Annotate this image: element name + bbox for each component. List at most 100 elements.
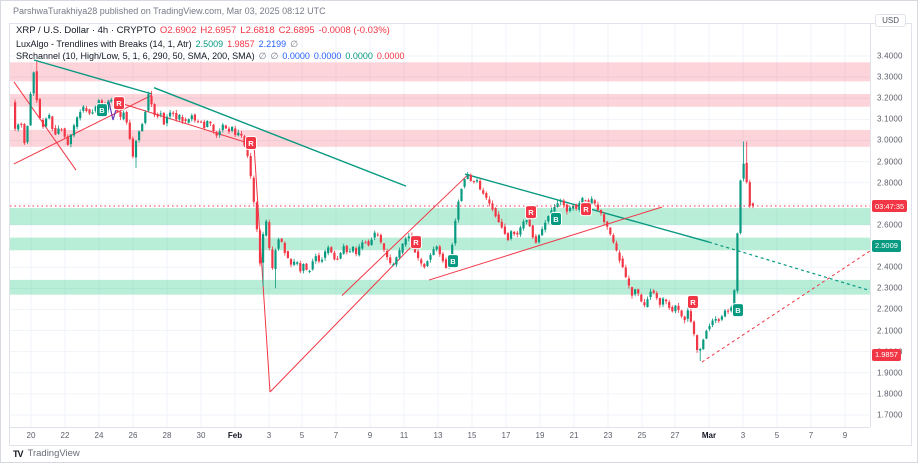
candle-body [122, 112, 125, 120]
symbol-row[interactable]: XRP / U.S. Dollar · 4h · CRYPTO O2.6902 H2… [16, 25, 404, 38]
time-tick: 17 [501, 431, 511, 440]
candle-body [503, 226, 506, 234]
candle-body [333, 252, 336, 260]
indicator-row-srchannel-value: ∅ [270, 50, 279, 61]
candle-body [156, 114, 159, 117]
candle-body [23, 124, 26, 144]
candle-body [612, 235, 615, 243]
indicator-row-srchannel-title: SRchannel (10, High/Low, 5, 1, 6, 290, 5… [16, 50, 255, 61]
trendline-red [116, 101, 255, 146]
candle-body [66, 136, 69, 145]
candle-body [513, 231, 516, 234]
candle-body [417, 251, 420, 259]
candle-body [203, 121, 206, 128]
signal-letter: R [528, 208, 534, 217]
time-tick: 25 [637, 431, 647, 440]
time-tick: 26 [128, 431, 138, 440]
candle-body [475, 180, 479, 182]
candle-body [196, 121, 200, 123]
indicator-row-luxalgo[interactable]: LuxAlgo - Trendlines with Breaks (14, 1,… [16, 38, 404, 50]
candle-body [683, 316, 686, 321]
price-tick: 2.4000 [877, 262, 903, 272]
candle-body [643, 302, 646, 306]
candle-body [29, 93, 32, 126]
tradingview-label[interactable]: TradingView [27, 448, 80, 459]
indicator-row-srchannel-value: 0.0000 [282, 50, 310, 61]
time-tick-month: Mar [701, 431, 717, 440]
time-axis[interactable]: 20 22 24 26 28 30 Feb 3 5 7 9 11 13 15 17 19 21 23 25 27 Mar… [10, 427, 870, 445]
candle-body [686, 310, 689, 319]
candle-body [528, 219, 531, 227]
candle-body [637, 289, 640, 294]
candle-body [150, 96, 153, 105]
time-tick: 11 [399, 431, 409, 440]
candle-body [717, 319, 720, 321]
candle-body [107, 101, 110, 111]
time-tick: 19 [535, 431, 545, 440]
candle-body [51, 116, 54, 129]
candle-body [134, 140, 138, 158]
candle-body [420, 259, 423, 264]
candle-body [661, 298, 665, 305]
time-tick: 20 [26, 431, 36, 440]
trendline-teal [153, 87, 407, 187]
candle-body [209, 121, 212, 124]
countdown-badge: 03:47:35 [872, 200, 908, 213]
candle-body [327, 247, 330, 254]
candle-body [736, 233, 739, 291]
candle-body [696, 335, 699, 350]
symbol-row-value: L2.6818 [240, 25, 275, 36]
candle-body [54, 127, 57, 135]
resistance-zone [10, 62, 870, 82]
indicator-row-luxalgo-title: LuxAlgo - Trendlines with Breaks (14, 1,… [16, 38, 192, 49]
candle-body [680, 310, 683, 317]
tradingview-logo-icon[interactable]: TV [13, 448, 23, 459]
candle-body [20, 123, 23, 125]
candle-body [218, 131, 221, 136]
candle-body [26, 125, 29, 143]
candle-body [441, 253, 444, 262]
candle-body [355, 248, 358, 255]
candle-body [714, 318, 717, 321]
candle-body [469, 174, 472, 181]
candle-body [314, 256, 317, 262]
indicator-row-luxalgo-value: 2.2199 [258, 38, 287, 49]
price-axis[interactable]: USD 3.4000 3.3000 3.2000 3.1000 3.0000 2.9000… [870, 14, 911, 427]
candle-body [215, 132, 218, 136]
candlestick-plot[interactable]: B R R R B R B R R B [10, 24, 870, 427]
time-tick: 13 [433, 431, 443, 440]
price-tick: 3.2000 [877, 93, 903, 103]
chart-canvas[interactable]: B R R R B R B R R B [10, 24, 870, 427]
candle-body [494, 208, 497, 217]
candle-body [392, 264, 395, 266]
candle-body [621, 258, 624, 268]
currency-toggle[interactable]: USD [875, 14, 906, 27]
candle-body [94, 106, 97, 111]
candle-body [237, 132, 240, 136]
signal-letter: R [690, 298, 696, 307]
candle-body [221, 124, 224, 130]
candle-body [578, 203, 581, 210]
candle-body [739, 180, 742, 233]
candle-body [38, 99, 41, 118]
candle-body [373, 232, 376, 238]
indicator-row-srchannel-value: 0.0000 [313, 50, 342, 61]
time-tick: 3 [740, 431, 746, 440]
candle-body [733, 290, 736, 309]
candle-body [618, 252, 621, 261]
signal-letter: R [248, 139, 254, 148]
candle-body [699, 349, 702, 351]
support-zone [10, 237, 870, 251]
candle-body [482, 190, 485, 194]
candle-body [575, 204, 578, 209]
trendline-red [428, 206, 663, 281]
candle-body [262, 234, 265, 263]
symbol-row-value: C2.6895 [278, 25, 315, 36]
candle-body [472, 181, 475, 183]
candle-body [190, 115, 193, 120]
price-tick: 1.8000 [877, 389, 903, 399]
candle-body [227, 128, 231, 132]
trendline-teal-dashed [708, 241, 869, 291]
indicator-row-srchannel[interactable]: SRchannel (10, High/Low, 5, 1, 6, 290, 5… [16, 50, 404, 62]
candle-body [178, 114, 181, 120]
